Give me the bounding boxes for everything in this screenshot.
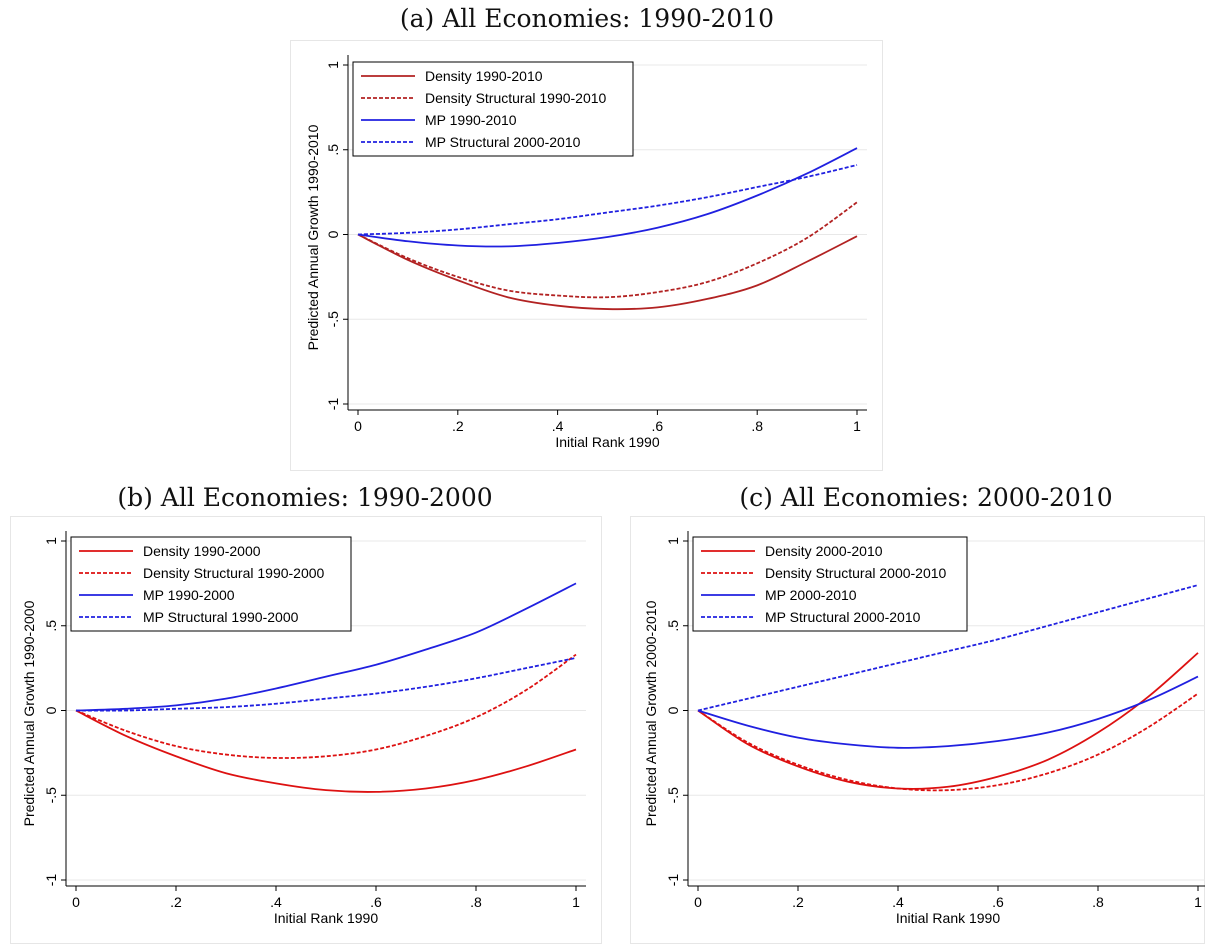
x-tick-label: 1 (572, 894, 580, 910)
y-tick-label: .5 (665, 620, 681, 632)
legend-label-2: MP 1990-2000 (143, 587, 235, 603)
legend-box (352, 61, 634, 157)
series-line-1 (75, 653, 577, 759)
series-line-2 (75, 582, 577, 712)
y-tick-label: -1 (665, 874, 681, 887)
y-tick-label: -.5 (43, 787, 59, 804)
legend-label-1: Density Structural 1990-2000 (143, 565, 325, 581)
panel-b-title: (b) All Economies: 1990-2000 (117, 483, 493, 512)
panel-a-title: (a) All Economies: 1990-2010 (399, 4, 775, 33)
x-tick-label: .4 (270, 894, 282, 910)
y-tick-label: 1 (43, 537, 59, 545)
y-tick-label: 0 (325, 230, 341, 238)
legend-label-3: MP Structural 2000-2010 (765, 609, 921, 625)
series-line-1 (697, 692, 1199, 792)
series-line-3 (357, 164, 858, 236)
chart-b: -1 -.5 0 .5 1 0 .2 .4 .6 .8 1 Initial Rank 1990 Pred… (21, 531, 586, 926)
x-tick-label: .2 (452, 418, 464, 434)
x-tick-label: .4 (552, 418, 564, 434)
legend-label-3: MP Structural 2000-2010 (425, 134, 581, 150)
y-tick-label: -1 (43, 874, 59, 887)
legend: Density 1990-2010 Density Structural 1990… (352, 61, 634, 157)
x-tick-label: .2 (170, 894, 182, 910)
y-axis-label: Predicted Annual Growth 1990-2000 (21, 600, 37, 826)
chart-c: -1 -.5 0 .5 1 0 .2 .4 .6 .8 1 Initial Rank 1990 Pred… (643, 531, 1205, 926)
legend-label-1: Density Structural 1990-2010 (425, 90, 607, 106)
x-tick-label: 0 (354, 418, 362, 434)
x-tick-label: .6 (370, 894, 382, 910)
legend-label-1: Density Structural 2000-2010 (765, 565, 947, 581)
x-tick-label: .2 (792, 894, 804, 910)
x-tick-label: 0 (72, 894, 80, 910)
x-axis-label: Initial Rank 1990 (896, 910, 1001, 926)
series-line-3 (697, 584, 1199, 712)
y-tick-label: .5 (43, 620, 59, 632)
legend-label-0: Density 1990-2010 (425, 68, 543, 84)
series-line-0 (75, 709, 577, 793)
y-tick-label: -.5 (325, 311, 341, 328)
legend-label-0: Density 1990-2000 (143, 543, 261, 559)
legend: Density 1990-2000 Density Structural 1990… (70, 536, 352, 632)
y-axis-label: Predicted Annual Growth 2000-2010 (643, 600, 659, 826)
legend-label-2: MP 2000-2010 (765, 587, 857, 603)
y-axis-label: Predicted Annual Growth 1990-2010 (305, 124, 321, 350)
y-tick-label: 0 (43, 706, 59, 714)
legend: Density 2000-2010 Density Structural 2000… (692, 536, 968, 632)
x-tick-label: .6 (992, 894, 1004, 910)
x-axis-label: Initial Rank 1990 (555, 434, 660, 450)
legend-label-2: MP 1990-2010 (425, 112, 517, 128)
series-line-3 (75, 657, 577, 712)
y-tick-label: .5 (325, 144, 341, 156)
y-tick-label: -1 (325, 398, 341, 411)
x-tick-label: .6 (652, 418, 664, 434)
chart-a: -1 -.5 0 .5 1 0 .2 .4 .6 .8 1 Initial Rank 1990 Pred… (305, 55, 867, 450)
x-axis-label: Initial Rank 1990 (274, 910, 379, 926)
y-tick-label: 0 (665, 706, 681, 714)
y-tick-label: 1 (665, 537, 681, 545)
series-line-1 (357, 201, 858, 299)
legend-label-3: MP Structural 1990-2000 (143, 609, 299, 625)
legend-label-0: Density 2000-2010 (765, 543, 883, 559)
x-tick-label: 1 (1194, 894, 1202, 910)
x-tick-label: .8 (751, 418, 763, 434)
series-line-2 (697, 675, 1199, 749)
y-tick-label: 1 (325, 61, 341, 69)
x-tick-label: 0 (694, 894, 702, 910)
series-line-0 (357, 233, 858, 311)
y-tick-label: -.5 (665, 787, 681, 804)
x-tick-label: 1 (853, 418, 861, 434)
x-tick-label: .8 (470, 894, 482, 910)
series-line-0 (697, 652, 1199, 790)
legend-box (692, 536, 968, 632)
x-tick-label: .8 (1092, 894, 1104, 910)
panel-c-title: (c) All Economies: 2000-2010 (739, 483, 1113, 512)
x-tick-label: .4 (892, 894, 904, 910)
series-line-2 (357, 147, 858, 248)
legend-box (70, 536, 352, 632)
